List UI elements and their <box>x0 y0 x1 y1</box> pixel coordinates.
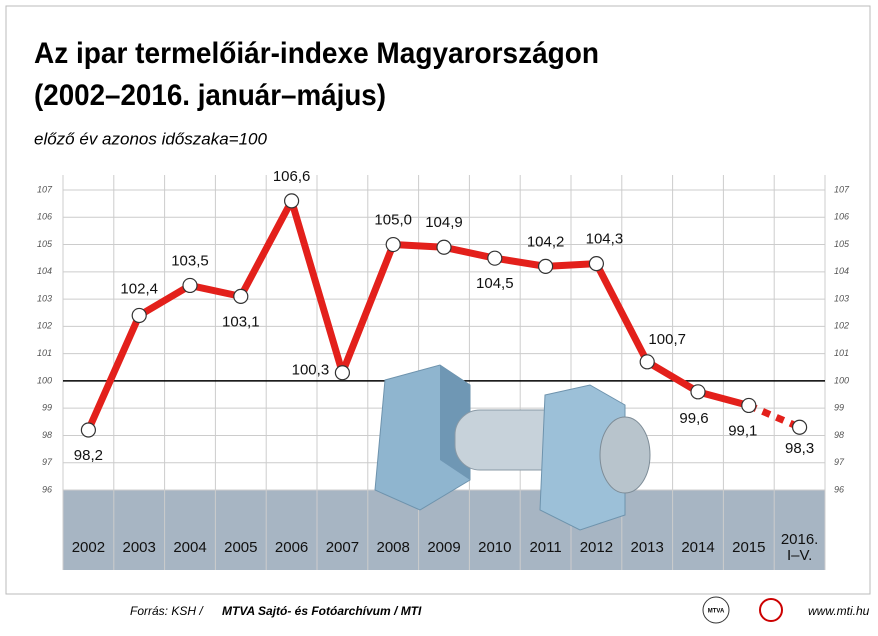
marker <box>233 288 249 304</box>
data-label: 102,4 <box>120 280 158 297</box>
footer-url: www.mti.hu <box>808 604 870 618</box>
line-dashed <box>747 402 801 431</box>
y-tick-label: 104 <box>834 266 849 276</box>
logo-circle <box>702 596 730 624</box>
marker <box>791 419 808 435</box>
data-label: 104,9 <box>425 214 463 231</box>
data-label: 100,7 <box>648 331 686 348</box>
x-tick-label: 2007 <box>325 539 360 556</box>
footer-source: Forrás: KSH / <box>130 604 204 618</box>
line <box>85 197 750 432</box>
x-tick-label: 2014 <box>681 539 715 556</box>
y-tick-label: 97 <box>834 457 845 467</box>
y-tick-label: 103 <box>37 293 52 303</box>
data-label: 104,2 <box>527 233 565 250</box>
y-tick-label: 98 <box>42 430 52 440</box>
subtitle: előző év azonos időszaka=100 <box>34 129 268 148</box>
y-tick-label: 100 <box>37 375 52 385</box>
data-label: 104,3 <box>586 231 624 248</box>
y-tick-label: 100 <box>834 375 849 385</box>
x-tick-label: 2015 <box>732 539 766 556</box>
marker <box>690 384 706 400</box>
y-tick-label: 106 <box>37 212 52 222</box>
marker <box>284 193 300 209</box>
data-label: 99,6 <box>679 410 708 427</box>
x-tick-label: 2013 <box>630 539 664 556</box>
y-tick-label: 99 <box>42 403 52 413</box>
y-tick-label: 105 <box>37 239 53 249</box>
logo-mark <box>759 598 783 622</box>
x-tick-label: 2008 <box>376 539 410 556</box>
data-label: 103,1 <box>222 313 260 330</box>
marker <box>80 422 97 438</box>
x-tick-label: 2005 <box>224 539 258 556</box>
data-label: 104,5 <box>476 275 514 292</box>
x-tick-label: 2010 <box>478 539 512 556</box>
x-tick-label: 2012 <box>579 539 614 556</box>
y-tick-label: 98 <box>834 430 844 440</box>
y-tick-label: 103 <box>834 293 849 303</box>
y-tick-label: 105 <box>834 239 850 249</box>
marker <box>487 250 503 266</box>
marker <box>385 236 401 253</box>
y-tick-label: 102 <box>37 321 52 331</box>
marker <box>334 365 350 381</box>
bolt-illustration <box>374 364 651 531</box>
marker <box>741 397 757 414</box>
marker <box>537 258 554 274</box>
y-tick-label: 106 <box>834 212 849 222</box>
y-tick-label: 101 <box>37 348 52 358</box>
marker <box>588 256 605 272</box>
y-tick-label: 107 <box>834 184 850 194</box>
footer-agency: MTVA Sajtó- és Fotóarchívum / MTI <box>222 604 422 618</box>
data-label: 99,1 <box>728 422 757 439</box>
marker <box>436 239 452 255</box>
logo: MTVA <box>708 609 725 615</box>
data-label: 106,6 <box>273 168 311 185</box>
x-tick-label: 2006 <box>274 539 309 556</box>
y-tick-label: 101 <box>834 348 849 358</box>
x-tick-label: 2003 <box>122 539 156 556</box>
chart-title: (2002–2016. január–május) <box>34 79 386 112</box>
data-label: 105,0 <box>374 212 412 229</box>
y-tick-label: 102 <box>834 321 849 331</box>
data-label: 103,5 <box>171 252 209 269</box>
marker <box>182 277 198 294</box>
bottom-band <box>63 490 825 570</box>
data-label: 98,2 <box>74 447 103 464</box>
x-tick-label: 2004 <box>173 539 207 556</box>
data-label: 100,3 <box>292 362 330 379</box>
y-tick-label: 107 <box>37 184 53 194</box>
y-tick-label: 104 <box>37 266 52 276</box>
data-label: 98,3 <box>785 440 814 457</box>
chart-title: Az ipar termelőiár-indexe Magyarországon <box>34 37 599 70</box>
x-tick-label: 2009 <box>427 539 461 556</box>
y-tick-label: 96 <box>42 484 52 494</box>
y-tick-label: 96 <box>834 484 844 494</box>
y-tick-label: 99 <box>834 403 844 413</box>
x-tick-label: 2002 <box>71 539 106 556</box>
x-tick-label: 2011 <box>529 539 562 556</box>
marker <box>131 307 147 324</box>
y-tick-label: 97 <box>42 457 53 467</box>
x-tick-label: 2016. I–V. <box>780 531 819 564</box>
marker <box>639 354 655 370</box>
